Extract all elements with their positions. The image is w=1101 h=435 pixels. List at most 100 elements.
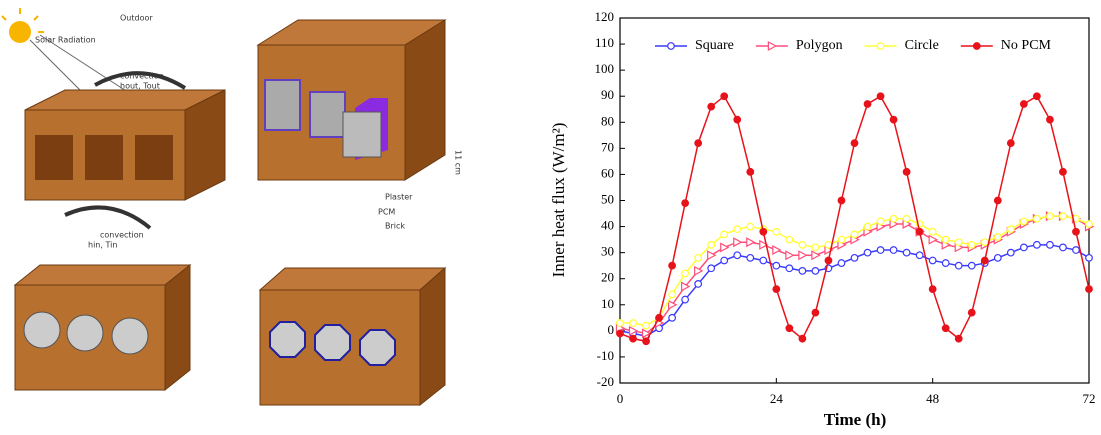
y-tick-label: 80 [601,113,614,128]
marker [968,262,975,269]
marker [929,236,937,244]
y-tick-label: 110 [595,35,614,50]
marker [734,238,742,246]
marker [734,116,741,123]
legend-label: Circle [905,38,939,53]
marker [734,226,741,233]
marker [630,320,637,327]
marker [1086,255,1093,262]
marker [799,251,807,259]
marker [942,325,949,332]
marker [1021,101,1028,108]
marker [851,140,858,147]
y-tick-label: 10 [601,296,614,311]
marker [708,265,715,272]
marker [721,93,728,100]
marker [1086,221,1093,228]
marker [995,255,1002,262]
marker [669,262,676,269]
marker [864,101,871,108]
label: convection [120,72,164,81]
x-tick-label: 0 [617,391,624,406]
marker [929,257,936,264]
marker [877,218,884,225]
label: Brick [385,222,405,231]
y-tick-label: 120 [595,9,615,24]
marker [630,335,637,342]
marker [838,197,845,204]
marker [877,247,884,254]
legend-marker [877,43,884,50]
legend-marker [768,42,776,50]
y-tick-label: 70 [601,139,614,154]
y-tick-label: -10 [597,348,614,363]
marker [995,197,1002,204]
marker [825,257,832,264]
marker [773,246,781,254]
marker [838,260,845,267]
marker [669,315,676,322]
marker [760,257,767,264]
label: hin, Tin [88,241,117,250]
marker [1034,242,1041,249]
marker [799,268,806,275]
marker [1060,244,1067,251]
marker [981,239,988,246]
marker [708,251,716,259]
marker [695,255,702,262]
marker [942,260,949,267]
marker [890,116,897,123]
marker [968,242,975,249]
marker [812,251,820,259]
figure: Outdoor Solar Radiation convection hout,… [0,0,1101,435]
marker [1047,242,1054,249]
y-tick-label: 40 [601,218,614,233]
marker [721,257,728,264]
marker [617,320,624,327]
marker [851,255,858,262]
marker [812,244,819,251]
marker [890,215,897,222]
marker [773,262,780,269]
marker [955,262,962,269]
label: Plaster [385,193,413,202]
legend-marker [973,43,980,50]
marker [669,291,676,298]
legend-label: No PCM [1001,38,1052,53]
marker [1008,249,1015,256]
label: hout, Tout [120,82,160,91]
marker [773,286,780,293]
y-tick-label: 50 [601,191,614,206]
marker [1008,226,1015,233]
y-tick-label: 30 [601,244,614,259]
marker [1060,169,1067,176]
marker [812,268,819,275]
marker [851,231,858,238]
marker [799,335,806,342]
marker [786,265,793,272]
marker [747,238,755,246]
marker [1047,213,1054,220]
marker [903,215,910,222]
marker [864,223,871,230]
y-tick-label: 90 [601,87,614,102]
label: PCM [378,208,395,217]
marker [942,236,949,243]
marker [682,270,689,277]
x-tick-label: 72 [1083,391,1096,406]
marker [1060,213,1067,220]
y-tick-label: 20 [601,270,614,285]
marker [1073,247,1080,254]
label: Solar Radiation [35,36,96,45]
marker [721,243,729,251]
marker [747,255,754,262]
marker [812,309,819,316]
marker [747,169,754,176]
marker [760,228,767,235]
marker [1021,244,1028,251]
marker [786,325,793,332]
marker [916,228,923,235]
marker [708,103,715,110]
marker [1047,116,1054,123]
marker [708,242,715,249]
